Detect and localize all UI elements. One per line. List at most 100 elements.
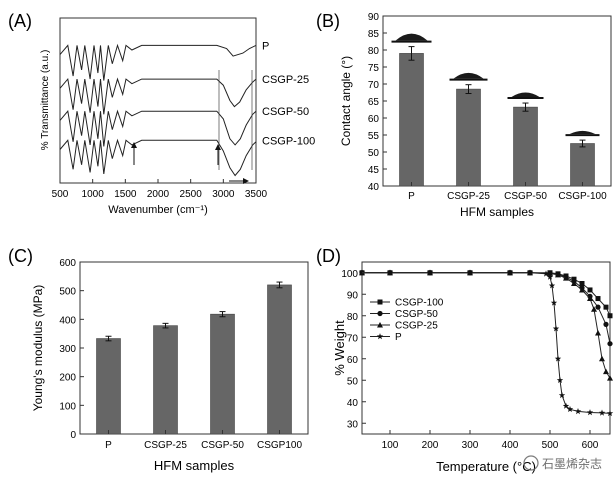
panel-d-series-4-point-12 <box>554 355 562 362</box>
panel-b-y-tick-label-6: 65 <box>368 97 380 108</box>
panel-c-label: (C) <box>8 246 33 266</box>
panel-d-x-tick-label-5: 500 <box>542 440 559 451</box>
panel-d-series-4-point-14 <box>558 391 566 399</box>
panel-d-y-tick-label-3: 50 <box>347 376 359 387</box>
panel-d-series-2-point-13 <box>595 304 601 310</box>
panel-c-bar-2 <box>153 325 178 435</box>
panel-b-y-tick-label-10: 85 <box>368 29 380 40</box>
panel-c-y-tick-label-5: 400 <box>59 315 76 326</box>
panel-a-x-axis-label: Wavenumber (cm⁻¹) <box>108 204 208 216</box>
panel-d-series-4-point-5 <box>506 269 514 276</box>
panel-b-y-tick-label-5: 60 <box>368 114 380 125</box>
panel-a-series-2-label: CSGP-25 <box>262 74 309 86</box>
watermark-logo-icon <box>523 455 539 471</box>
panel-b-y-tick-label-11: 90 <box>368 12 380 23</box>
panel-a-x-tick-label-3: 1500 <box>114 189 137 200</box>
panel-c-x-tick-label-4: CSGP100 <box>257 440 302 451</box>
panel-d-y-tick-label-7: 90 <box>347 290 359 301</box>
panel-d-legend-label-3: CSGP-25 <box>395 321 438 332</box>
panel-a-series-4-line <box>59 138 257 177</box>
panel-c-x-tick-label-2: CSGP-25 <box>144 440 187 451</box>
panel-d-series-group <box>358 269 614 417</box>
panel-c-bars-group <box>96 281 292 435</box>
panel-d-series-3-point-11 <box>579 286 585 293</box>
panel-d-series-4-point-18 <box>586 409 594 416</box>
panel-d-series-1-point-11 <box>579 281 585 286</box>
panel-a-x-tick-label-2: 1000 <box>82 189 105 200</box>
panel-d-series-2-point-15 <box>607 341 613 347</box>
panel-a-up-arrow-1 <box>131 142 137 165</box>
panel-d-legend-marker-1 <box>377 299 383 305</box>
panel-d-legend-label-2: CSGP-50 <box>395 309 438 320</box>
panel-d-series-4-point-11 <box>552 325 560 332</box>
panel-c-x-tick-label-3: CSGP-50 <box>201 440 244 451</box>
panel-d-series-3-point-14 <box>595 329 601 336</box>
panel-d-legend-label-4: P <box>395 332 402 343</box>
panel-b-y-tick-label-2: 45 <box>368 165 380 176</box>
panel-d-series-4-point-16 <box>566 405 574 412</box>
panel-b-x-axis-label: HFM samples <box>460 205 534 219</box>
panel-d-series-4-point-7 <box>542 270 550 277</box>
panel-d-y-tick-label-6: 80 <box>347 312 359 323</box>
panel-d-legend-label-1: CSGP-100 <box>395 298 444 309</box>
panel-a-label: (A) <box>8 11 32 31</box>
panel-d-series-4-point-19 <box>598 409 606 416</box>
panel-c-y-axis-label: Young's modulus (MPa) <box>31 285 45 412</box>
panel-d-legend-marker-2 <box>377 310 383 317</box>
panel-d-x-tick-label-3: 300 <box>462 440 479 451</box>
panel-d-series-4-point-10 <box>550 299 558 306</box>
panel-a-right-arrow <box>229 178 249 184</box>
panel-b-y-tick-label-9: 80 <box>368 46 380 57</box>
panel-c-y-tick-label-1: 0 <box>70 430 76 441</box>
panel-b-droplet-icon-3 <box>511 92 540 98</box>
panel-a-ftir-chart: P CSGP-25 CSGP-50 CSGP-100 500 1000 1500 2000 2… <box>40 17 315 216</box>
panel-c-y-tick-label-4: 300 <box>59 344 76 355</box>
panel-d-series-1-point-15 <box>607 313 613 319</box>
panel-d-series-1-point-12 <box>587 287 593 293</box>
panel-b-x-tick-label-2: CSGP-25 <box>447 191 490 202</box>
panel-a-x-tick-label-5: 2500 <box>180 189 203 200</box>
panel-d-series-2-point-14 <box>603 321 609 327</box>
watermark-text: 石墨烯杂志 <box>542 457 602 471</box>
panel-c-x-ticks: P CSGP-25 CSGP-50 CSGP100 <box>105 430 302 451</box>
watermark-logo: 石墨烯杂志 <box>523 455 602 471</box>
panel-a-series-group: P CSGP-25 CSGP-50 CSGP-100 <box>59 40 315 177</box>
panel-d-series-4-point-20 <box>606 410 614 417</box>
panel-d-y-tick-label-5: 70 <box>347 333 359 344</box>
panel-b-bar-4 <box>570 143 595 187</box>
panel-d-series-3-point-12 <box>587 295 593 302</box>
panel-d-series-4-point-15 <box>562 402 570 409</box>
panel-d-series-4-point-6 <box>526 269 534 276</box>
panel-a-series-4-label: CSGP-100 <box>262 135 315 147</box>
panel-d-series-1-point-13 <box>595 296 601 302</box>
panel-c-y-tick-label-3: 200 <box>59 373 76 384</box>
panel-b-bars-group <box>391 33 600 187</box>
panel-d-series-3-point-16 <box>603 368 609 375</box>
panel-d-y-tick-label-8: 100 <box>341 269 358 280</box>
panel-d-series-4-point-17 <box>574 408 582 415</box>
panel-b-bar-3 <box>513 106 538 187</box>
panel-c-bar-4 <box>267 284 292 435</box>
panel-d-series-3-point-8 <box>555 271 561 278</box>
panel-a-x-ticks: 500 1000 1500 2000 2500 3000 3500 <box>52 179 268 200</box>
panel-d-series-3-point-17 <box>607 375 613 381</box>
panel-a-series-3-line <box>59 109 257 147</box>
panel-b-droplet-icon-2 <box>453 72 484 79</box>
panel-d-y-axis-label: % Weight <box>332 320 347 376</box>
panel-d-series-4-line <box>362 272 611 414</box>
panel-b-x-tick-label-3: CSGP-50 <box>504 191 547 202</box>
panel-d-x-ticks: 100 200 300 400 500 600 <box>382 430 599 451</box>
panel-d-y-ticks: 30 40 50 60 70 80 90 100 <box>341 269 366 430</box>
panel-c-y-tick-label-2: 100 <box>59 401 76 412</box>
panel-a-x-tick-label-4: 2000 <box>147 189 170 200</box>
panel-c-bar-3 <box>210 313 235 435</box>
panel-c-y-tick-label-6: 500 <box>59 287 76 298</box>
panel-d-series-4-point-2 <box>386 269 394 276</box>
panel-b-contact-angle-chart: 40 45 50 55 60 65 70 75 80 85 90 P CSGP-25 CSGP-50 CS… <box>339 12 612 219</box>
panel-d-series-4-point-4 <box>466 269 474 276</box>
panel-d-series-3-point-13 <box>591 306 597 312</box>
panel-c-youngs-modulus-chart: 0 100 200 300 400 500 600 P CSGP-25 CSGP-50 CSGP1… <box>31 258 309 473</box>
panel-b-x-ticks: P CSGP-25 CSGP-50 CSGP-100 <box>408 182 607 202</box>
